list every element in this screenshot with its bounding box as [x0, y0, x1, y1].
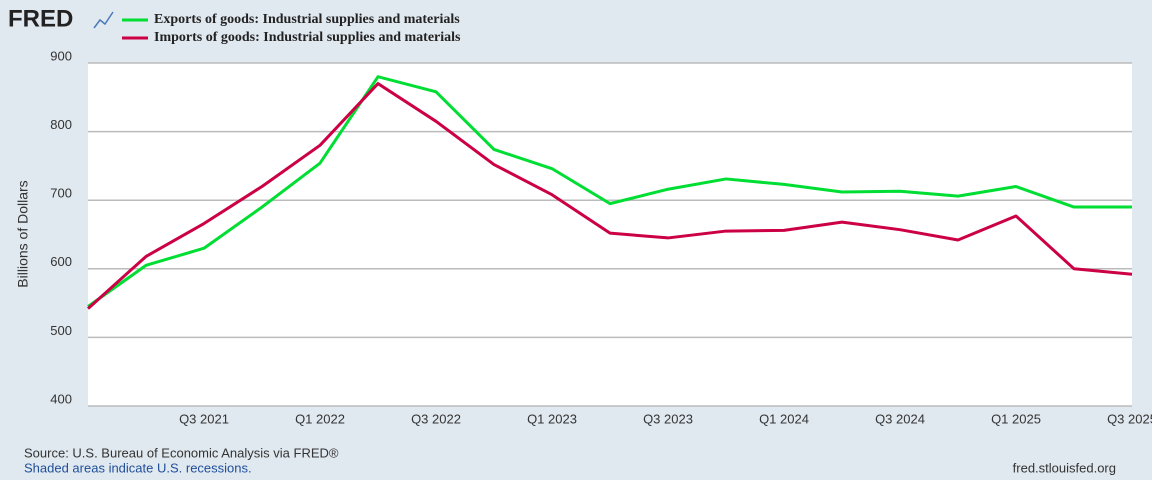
note: Shaded areas indicate U.S. recessions. — [24, 460, 252, 475]
url: fred.stlouisfed.org — [1013, 460, 1116, 475]
logo-icon — [93, 11, 114, 29]
y-tick-label: 600 — [50, 254, 72, 269]
x-tick-label: Q1 2023 — [527, 411, 577, 426]
y-axis-label: Billions of Dollars — [15, 180, 31, 287]
x-tick-label: Q3 2024 — [875, 411, 925, 426]
x-tick-label: Q3 2022 — [411, 411, 461, 426]
logo: FRED — [8, 5, 73, 32]
x-tick-label: Q1 2025 — [991, 411, 1041, 426]
data-line — [87, 75, 1132, 308]
data-line — [86, 82, 1133, 310]
x-tick-label: Q1 2024 — [759, 411, 809, 426]
x-tick-label: Q3 2025 — [1107, 411, 1152, 426]
y-tick-label: 700 — [50, 186, 72, 201]
y-tick-label: 800 — [50, 117, 72, 132]
y-tick-label: 500 — [50, 323, 72, 338]
y-tick-label: 900 — [50, 48, 72, 63]
legend-label: Exports of goods: Industrial supplies an… — [154, 12, 460, 27]
x-tick-label: Q3 2021 — [179, 411, 229, 426]
x-tick-label: Q1 2022 — [295, 411, 345, 426]
x-tick-label: Q3 2023 — [643, 411, 693, 426]
source: Source: U.S. Bureau of Economic Analysis… — [24, 445, 339, 460]
legend-label: Imports of goods: Industrial supplies an… — [154, 30, 461, 45]
y-tick-label: 400 — [50, 391, 72, 406]
